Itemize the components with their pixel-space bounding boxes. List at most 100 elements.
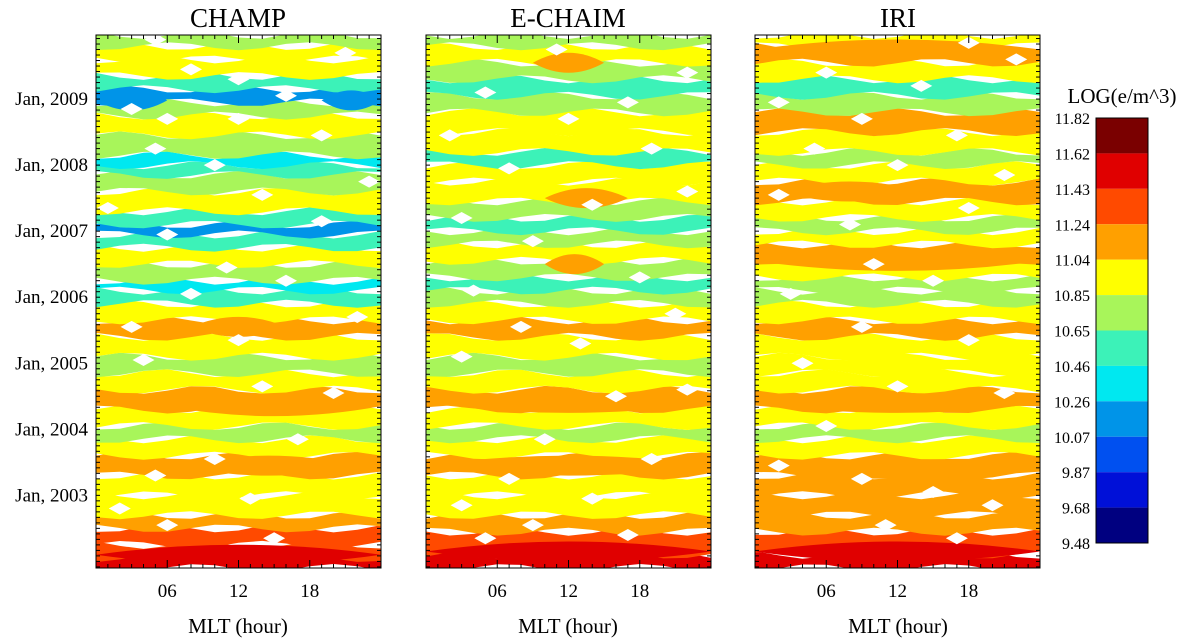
data-gap-marker [581, 492, 604, 505]
data-gap-marker [450, 350, 473, 363]
y-tick-label: Jan, 2005 [15, 353, 88, 374]
colorbar-swatch [1096, 295, 1148, 331]
data-gap-marker [803, 142, 826, 155]
x-tick-label: 12 [888, 581, 907, 602]
contour-patch [778, 181, 922, 202]
colorbar-level-label: 11.04 [1055, 253, 1090, 270]
contour-band [96, 435, 381, 460]
data-gap-marker [815, 66, 838, 79]
data-gap-marker [108, 502, 131, 515]
data-gap-marker [498, 162, 521, 175]
y-tick-label: Jan, 2007 [15, 221, 88, 242]
contour-band [96, 260, 381, 285]
contour-band [96, 299, 381, 325]
data-gap-marker [545, 43, 568, 56]
data-gap-marker [310, 129, 333, 142]
contour-band [96, 491, 381, 520]
colorbar-level-label: 10.26 [1054, 394, 1090, 411]
colorbar-swatch [1096, 224, 1148, 260]
contour-band [426, 435, 711, 460]
colorbar-level-label: 9.48 [1062, 536, 1090, 553]
data-gap-marker [957, 334, 980, 347]
contour-patch [179, 455, 358, 476]
data-gap-marker [981, 499, 1004, 512]
data-gap-marker [156, 228, 179, 241]
contour-band [755, 352, 1040, 378]
contour-patch [544, 188, 628, 209]
contour-band [426, 147, 711, 170]
colorbar-swatch [1096, 188, 1148, 225]
data-gap-marker [557, 112, 580, 125]
panel-champ: CHAMP 06 12 18 MLT (hour) [95, 3, 382, 638]
x-tick-label: 18 [300, 581, 319, 602]
x-tick-label: 06 [488, 581, 507, 602]
panel-title-iri: IRI [880, 3, 916, 33]
panel-title-echaim: E-CHAIM [510, 3, 626, 33]
colorbar-level-label: 11.62 [1055, 146, 1090, 163]
contour-band [96, 55, 381, 80]
data-gap-marker [922, 486, 945, 499]
data-gap-marker [275, 89, 297, 102]
data-gap-marker [767, 96, 790, 109]
data-gap-marker [263, 532, 286, 545]
contour-patch [167, 396, 381, 417]
data-gap-marker [676, 185, 699, 198]
data-gap-marker [156, 519, 179, 532]
data-gap-marker [993, 169, 1016, 182]
data-gap-marker [640, 453, 663, 466]
contour-band [96, 243, 381, 269]
colorbar-level-label: 11.82 [1055, 111, 1090, 128]
colorbar-level-label: 10.07 [1054, 430, 1090, 447]
contour-band [96, 187, 381, 216]
panel-echaim: E-CHAIM 06 12 18 MLT (hour) [425, 3, 712, 638]
data-gap-marker [322, 386, 345, 399]
contour-patch [755, 541, 1040, 562]
panel-iri: IRI 06 12 18 MLT (hour) [754, 3, 1041, 638]
contour-patch [96, 90, 168, 111]
x-tick-label: 06 [817, 581, 836, 602]
contour-band [755, 435, 1040, 460]
y-tick-label: Jan, 2006 [15, 287, 88, 308]
y-tick-label: Jan, 2003 [15, 485, 88, 506]
colorbar-title: LOG(e/m^3) [1068, 84, 1177, 108]
contour-band [96, 207, 381, 229]
contour-band [96, 405, 381, 430]
contour-patch [426, 455, 711, 476]
x-tick-label: 06 [158, 581, 177, 602]
data-gap-marker [120, 320, 143, 333]
data-gap-marker [676, 66, 699, 79]
contour-band [755, 214, 1040, 236]
colorbar-swatch [1096, 153, 1148, 189]
data-gap-marker [767, 188, 790, 201]
data-gap-marker [874, 519, 897, 532]
colorbar: LOG(e/m^3) 11.82 11.62 11.43 11.24 11.04 10.8… [1054, 84, 1177, 553]
data-gap-marker [310, 215, 333, 228]
contour-band [426, 511, 711, 536]
data-gap-marker [251, 188, 274, 201]
data-gap-marker [132, 353, 155, 366]
data-gap-marker [180, 287, 202, 300]
colorbar-swatch [1096, 472, 1148, 508]
contour-band [755, 91, 1040, 117]
contour-band [426, 299, 711, 325]
colorbar-swatch [1096, 436, 1148, 473]
contour-patch [426, 392, 711, 413]
data-gap-marker [450, 499, 473, 512]
x-tick-label: 18 [959, 581, 978, 602]
data-gap-marker [521, 519, 544, 532]
contour-band [96, 352, 381, 378]
data-gap-marker [227, 73, 250, 86]
data-gap-marker [521, 235, 544, 248]
data-gap-marker [993, 386, 1016, 399]
colorbar-swatch [1096, 401, 1148, 437]
data-gap-marker [438, 129, 461, 142]
data-gap-marker [462, 284, 485, 297]
colorbar-swatch [1096, 507, 1148, 543]
data-gap-marker [922, 274, 945, 287]
colorbar-level-label: 9.68 [1062, 501, 1090, 518]
x-tick-label: 18 [630, 581, 649, 602]
x-axis-label-champ: MLT (hour) [188, 614, 288, 638]
y-axis-ticks: Jan, 2003 Jan, 2004 Jan, 2005 Jan, 2006 Jan,… [15, 89, 88, 506]
colorbar-level-label: 10.46 [1054, 359, 1090, 376]
